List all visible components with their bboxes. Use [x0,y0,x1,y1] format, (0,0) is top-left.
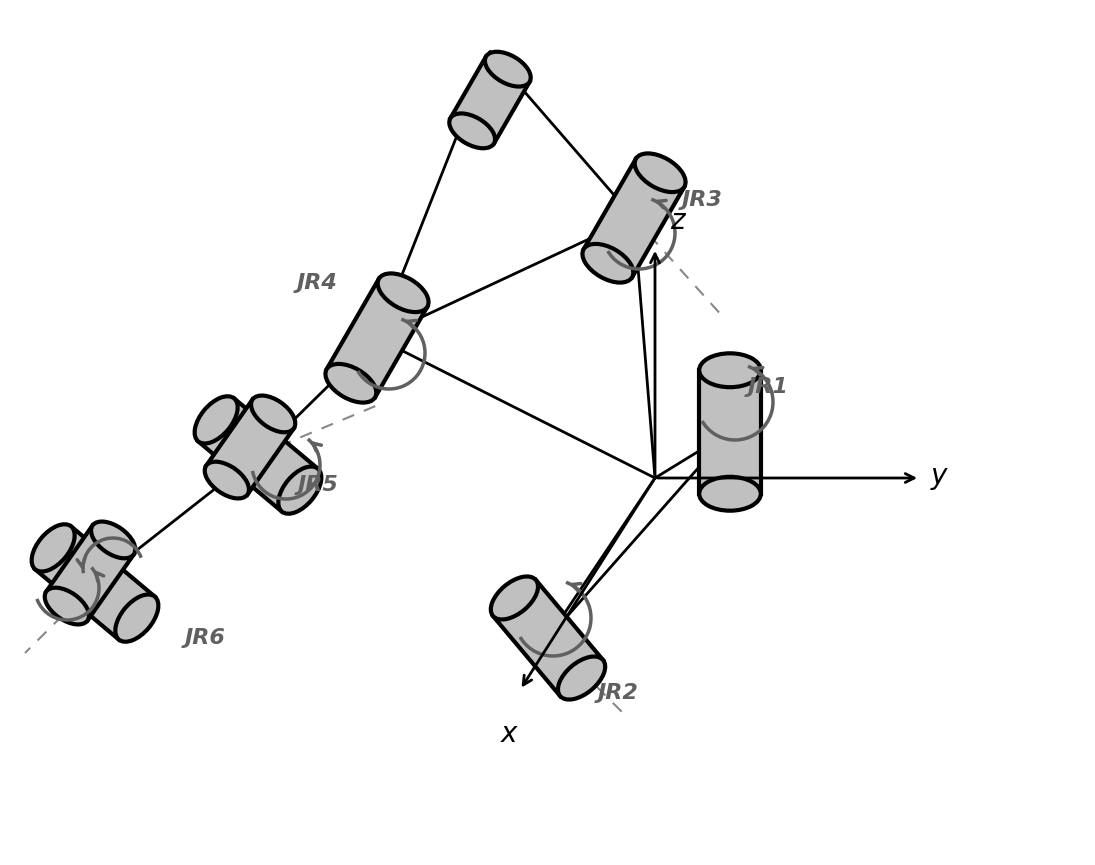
Ellipse shape [635,153,685,192]
Text: JR1: JR1 [748,377,788,397]
Ellipse shape [45,587,89,625]
Ellipse shape [91,522,136,558]
Polygon shape [700,370,761,494]
Text: $y$: $y$ [930,464,949,492]
Text: JR6: JR6 [185,628,226,648]
Polygon shape [584,159,684,278]
Ellipse shape [205,462,249,498]
Ellipse shape [378,273,428,312]
Ellipse shape [195,396,238,444]
Polygon shape [46,525,134,620]
Ellipse shape [485,52,531,86]
Ellipse shape [583,244,633,283]
Ellipse shape [449,113,495,148]
Text: JR3: JR3 [682,190,723,210]
Ellipse shape [325,364,377,402]
Polygon shape [450,56,530,144]
Polygon shape [493,580,603,696]
Ellipse shape [700,353,761,388]
Ellipse shape [32,524,74,572]
Ellipse shape [278,466,321,514]
Ellipse shape [558,657,606,700]
Ellipse shape [115,594,159,642]
Polygon shape [206,400,293,495]
Text: $x$: $x$ [500,720,520,748]
Polygon shape [35,527,154,639]
Text: JR2: JR2 [598,683,638,703]
Ellipse shape [491,576,538,619]
Ellipse shape [700,477,761,510]
Text: JR4: JR4 [297,273,338,293]
Text: $z$: $z$ [670,207,688,235]
Text: JR5: JR5 [298,475,338,495]
Polygon shape [326,279,427,397]
Ellipse shape [251,395,296,432]
Polygon shape [198,399,318,511]
